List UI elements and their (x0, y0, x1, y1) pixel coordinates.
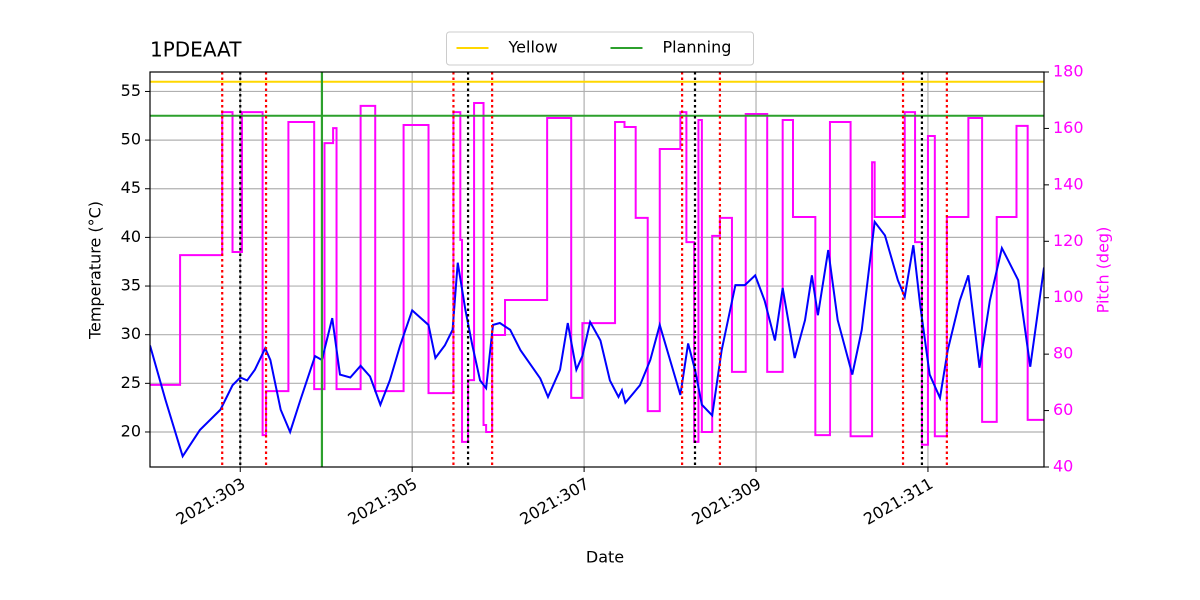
y-tick-label: 35 (121, 276, 141, 295)
y-axis-label: Temperature (°C) (86, 201, 105, 340)
y2-tick-label: 100 (1053, 287, 1084, 306)
y-tick-label: 30 (121, 324, 141, 343)
y-tick-label: 20 (121, 421, 141, 440)
chart-title: 1PDEAAT (150, 38, 242, 62)
y2-tick-label: 60 (1053, 400, 1073, 419)
y2-axis-label: Pitch (deg) (1094, 227, 1113, 314)
legend-label: Planning (663, 38, 732, 57)
x-tick-label: 2021:307 (516, 474, 592, 529)
x-tick-label: 2021:311 (860, 474, 936, 529)
plot-frame (149, 71, 1045, 468)
legend-label: Yellow (508, 38, 558, 57)
y2-tick-label: 40 (1053, 457, 1073, 476)
data-line (150, 102, 1044, 446)
y-tick-label: 40 (121, 227, 141, 246)
y2-tick-label: 140 (1053, 174, 1084, 193)
y-tick-label: 45 (121, 178, 141, 197)
y-tick-label: 55 (121, 81, 141, 100)
y2-tick-label: 180 (1053, 62, 1084, 81)
x-tick-label: 2021:309 (688, 474, 764, 529)
y-tick-label: 25 (121, 373, 141, 392)
y2-tick-label: 80 (1053, 344, 1073, 363)
y-tick-label: 50 (121, 130, 141, 149)
y2-tick-label: 120 (1053, 231, 1084, 250)
x-tick-label: 2021:305 (345, 474, 421, 529)
x-tick-label: 2021:303 (173, 474, 249, 529)
legend-box (446, 31, 754, 66)
x-axis-label: Date (586, 548, 624, 567)
y2-tick-label: 160 (1053, 118, 1084, 137)
data-line (150, 219, 1044, 459)
